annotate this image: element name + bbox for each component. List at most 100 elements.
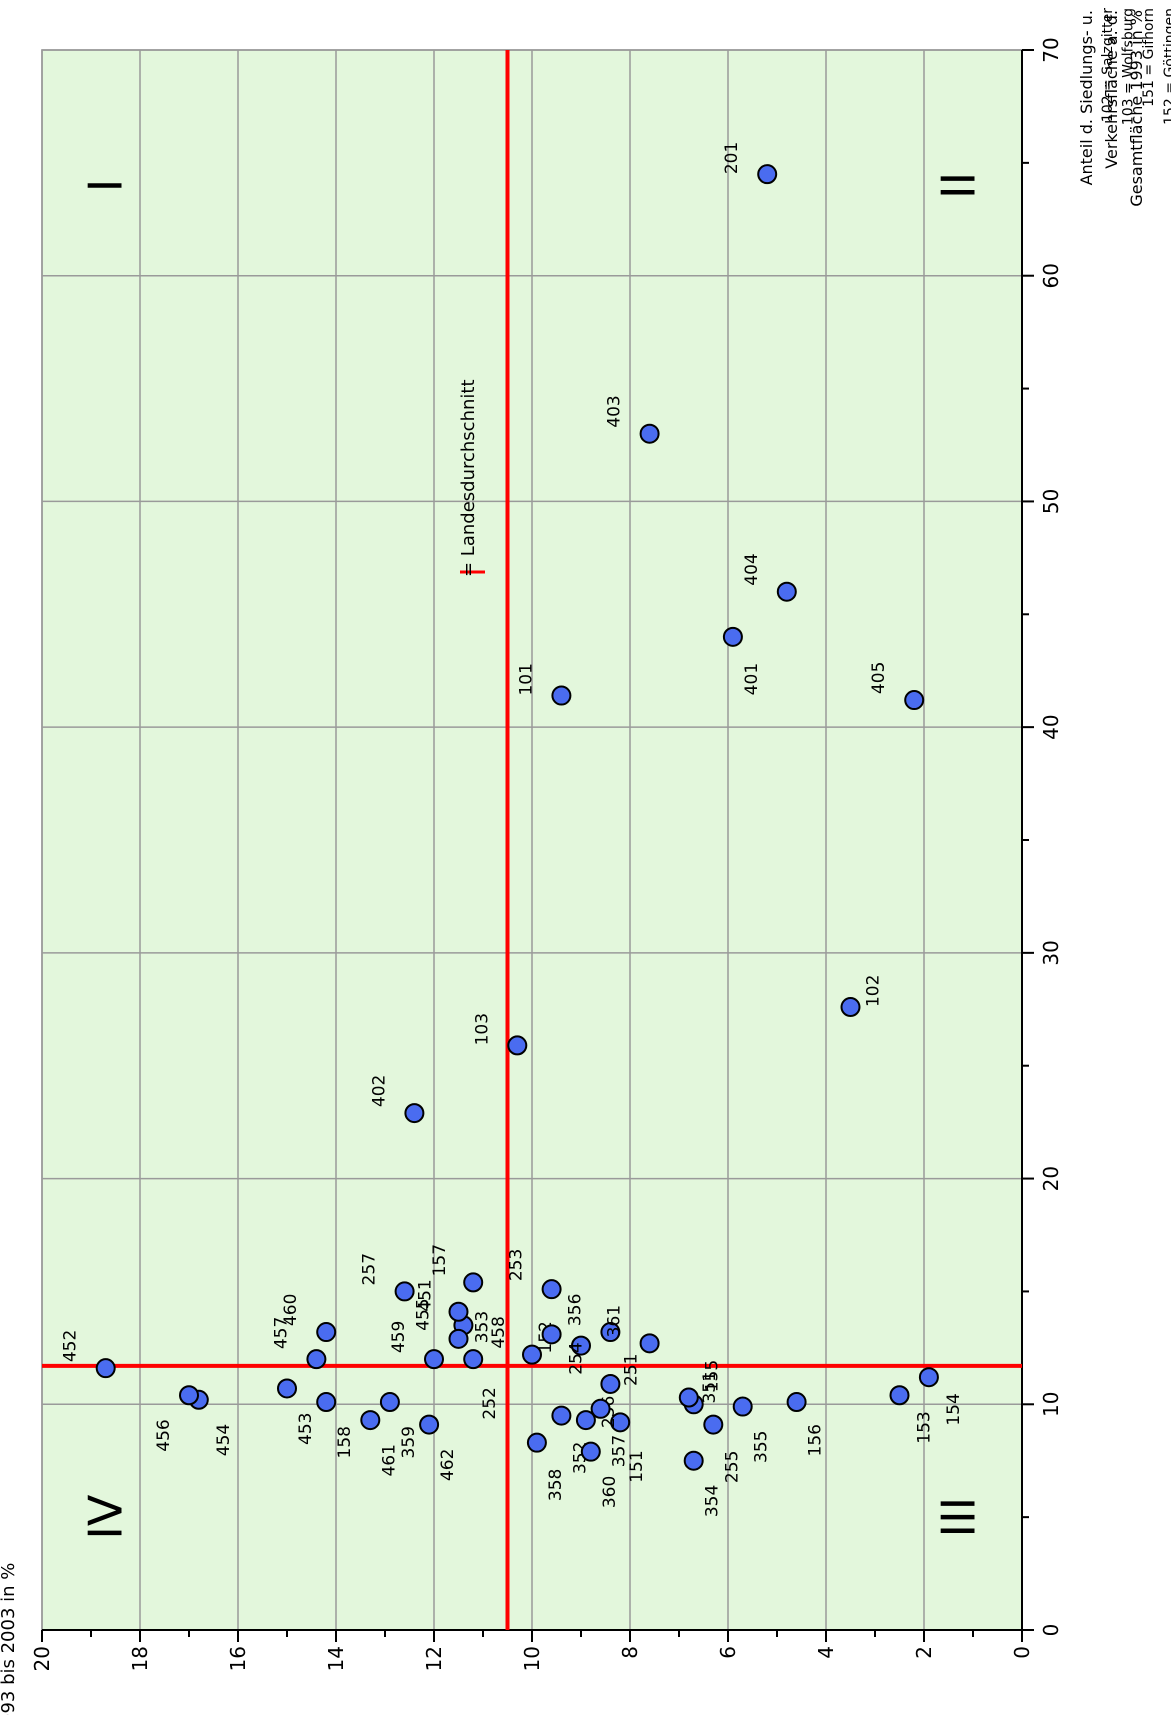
data-point-361 — [639, 1333, 660, 1354]
data-point-359 — [379, 1392, 400, 1413]
data-point-462 — [419, 1414, 440, 1435]
data-point-label-404: 404 — [742, 553, 762, 585]
data-point-255 — [703, 1414, 724, 1435]
data-point-102 — [840, 997, 861, 1018]
x-axis-title-line: Anteil d. Siedlungs- u. — [1077, 10, 1096, 185]
data-point-label-103: 103 — [472, 1013, 492, 1045]
data-point-label-356: 356 — [565, 1294, 585, 1326]
data-point-357 — [590, 1398, 611, 1419]
data-point-459 — [424, 1349, 444, 1370]
data-point-152 — [571, 1335, 591, 1356]
y-tick-label: 20 — [30, 1646, 54, 1671]
data-point-404 — [776, 581, 797, 602]
data-point-257 — [394, 1281, 415, 1302]
data-points: 1011021031511521531541551561571582012512… — [61, 142, 964, 1517]
data-point-label-361: 361 — [605, 1305, 625, 1337]
data-point-403 — [639, 423, 660, 444]
y-tick-label: 2 — [912, 1646, 936, 1659]
x-axis-title: Anteil d. Siedlungs- u. Verkehrsfläche a.… — [1077, 10, 1146, 207]
data-point-label-457: 457 — [271, 1317, 291, 1349]
data-point-label-454: 454 — [214, 1424, 234, 1456]
x-axis-title-line: Gesamtfläche 1993 in % — [1127, 10, 1146, 207]
data-point-label-460: 460 — [281, 1294, 301, 1326]
data-point-label-451: 451 — [416, 1279, 436, 1311]
chart-subtitle-fragment: 993 bis 2003 in % — [0, 1563, 19, 1715]
x-tick-label: 30 — [1039, 940, 1063, 965]
data-point-label-401: 401 — [742, 663, 762, 695]
data-point-label-360: 360 — [600, 1476, 620, 1508]
data-point-label-353: 353 — [472, 1311, 492, 1343]
data-point-label-254: 254 — [567, 1342, 587, 1374]
data-point-label-154: 154 — [944, 1393, 964, 1425]
data-point-label-402: 402 — [369, 1075, 389, 1107]
data-point-label-156: 156 — [806, 1424, 826, 1456]
y-tick-label: 12 — [422, 1646, 446, 1671]
data-point-358 — [526, 1432, 547, 1453]
data-point-label-253: 253 — [507, 1249, 527, 1281]
data-point-458 — [522, 1344, 542, 1365]
data-point-457 — [306, 1349, 327, 1370]
data-point-151 — [610, 1412, 631, 1433]
data-point-101 — [551, 685, 572, 706]
data-point-label-155: 155 — [703, 1360, 723, 1392]
data-point-label-462: 462 — [438, 1449, 458, 1481]
data-point-402 — [404, 1103, 425, 1124]
data-point-label-257: 257 — [360, 1253, 380, 1285]
data-point-label-355: 355 — [752, 1431, 772, 1463]
x-tick-label: 60 — [1039, 263, 1063, 288]
data-point-label-351: 351 — [700, 1371, 720, 1403]
legend-item: 103 = Wolfsburg — [1121, 8, 1137, 125]
y-tick-label: 8 — [618, 1646, 642, 1659]
data-point-256 — [575, 1410, 596, 1431]
data-point-157 — [463, 1272, 484, 1293]
data-point-label-456: 456 — [154, 1419, 174, 1451]
data-point-451 — [448, 1301, 469, 1322]
y-tick-label: 14 — [324, 1646, 348, 1671]
data-point-456 — [179, 1385, 199, 1406]
reference-legend: = Landesdurchschnitt — [458, 380, 485, 577]
legend-item: 102 = Salzgitter — [1100, 8, 1116, 122]
data-point-label-403: 403 — [605, 395, 625, 427]
data-point-405 — [904, 690, 925, 711]
data-point-label-201: 201 — [722, 142, 742, 174]
x-axis: 0 10 20 30 40 50 60 70 — [1021, 37, 1063, 1636]
data-point-label-453: 453 — [296, 1412, 316, 1444]
data-point-label-157: 157 — [430, 1244, 450, 1276]
data-point-label-359: 359 — [399, 1426, 419, 1458]
data-point-label-101: 101 — [516, 663, 536, 695]
quadrant-label: I — [79, 179, 133, 193]
quadrant-label: IV — [79, 1494, 133, 1540]
data-point-452 — [95, 1358, 116, 1379]
quadrant-label: II — [931, 172, 985, 199]
x-tick-label: 70 — [1039, 37, 1063, 62]
data-point-401 — [722, 626, 743, 647]
data-point-253 — [541, 1279, 562, 1300]
data-point-252 — [463, 1349, 484, 1370]
reference-lines — [42, 50, 1022, 1630]
x-tick-label: 20 — [1039, 1166, 1063, 1191]
data-point-156 — [786, 1392, 807, 1413]
data-point-label-405: 405 — [869, 662, 889, 694]
data-point-154 — [918, 1367, 939, 1388]
data-point-label-458: 458 — [489, 1316, 509, 1348]
data-point-153 — [889, 1385, 910, 1406]
data-point-461 — [360, 1410, 381, 1431]
data-point-label-151: 151 — [627, 1450, 647, 1482]
y-tick-label: 10 — [520, 1646, 544, 1671]
data-point-label-357: 357 — [610, 1435, 630, 1467]
y-tick-label: 0 — [1010, 1646, 1034, 1659]
data-point-label-455: 455 — [414, 1298, 434, 1330]
quadrant-label: III — [931, 1497, 985, 1538]
data-point-453 — [277, 1378, 297, 1399]
data-point-label-459: 459 — [389, 1321, 409, 1353]
data-point-label-252: 252 — [480, 1387, 500, 1419]
data-point-356 — [600, 1322, 621, 1343]
data-point-label-255: 255 — [722, 1451, 742, 1483]
data-point-355 — [732, 1396, 753, 1417]
data-point-351 — [678, 1387, 699, 1408]
legend-item: 152 = Göttingen — [1162, 8, 1171, 125]
legend: 102 = Salzgitter 103 = Wolfsburg 151 = Gif… — [1100, 8, 1171, 125]
data-point-460 — [316, 1322, 337, 1343]
